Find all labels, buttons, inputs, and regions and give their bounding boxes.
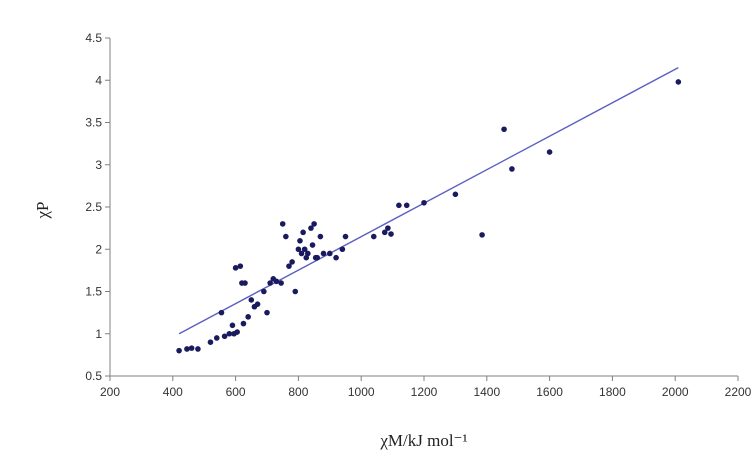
data-point [267,280,273,286]
data-point [381,229,388,236]
data-point [289,259,295,265]
data-point [298,250,305,257]
data-point [308,225,314,231]
x-tick-label: 1200 [411,385,438,399]
data-point [509,166,515,172]
data-point [388,231,394,237]
data-point [452,191,459,198]
data-point [264,309,270,316]
data-point [248,297,255,303]
y-tick-label: 2 [95,242,102,256]
data-point [176,347,182,354]
y-tick-label: 4.5 [85,31,102,45]
data-point [273,278,280,285]
data-point [184,346,190,352]
data-point [305,250,311,257]
data-point [370,233,377,240]
data-point [297,238,303,244]
x-tick-label: 1600 [536,385,563,399]
x-tick-label: 1800 [599,385,626,399]
data-point [207,339,214,346]
data-point [311,221,317,227]
y-tick-label: 0.5 [85,369,102,383]
x-axis-title: χM/kJ mol⁻¹ [379,431,467,450]
data-point [286,263,292,269]
data-point [421,199,427,206]
data-point [342,233,349,240]
y-tick-label: 3.5 [85,116,102,130]
x-tick-label: 200 [100,385,120,399]
data-point [333,254,339,261]
x-tick-label: 400 [163,385,183,399]
data-point [226,330,233,337]
data-point [245,314,251,320]
data-point [339,246,346,253]
data-point [327,250,333,257]
data-point [242,280,248,286]
x-tick-label: 600 [226,385,246,399]
x-tick-label: 1400 [473,385,500,399]
data-point [234,329,240,335]
data-points-group [176,79,682,354]
x-tick-label: 2200 [725,385,752,399]
y-tick-label: 4 [95,73,102,87]
data-point [396,202,402,209]
y-tick-label: 1 [95,327,102,341]
data-point [254,301,261,307]
data-point [195,346,201,352]
data-point [403,202,410,209]
data-point [221,333,228,340]
data-point [675,79,682,85]
y-axis-title: χP [33,202,52,220]
data-point [501,126,507,133]
data-point [240,320,247,327]
data-point [237,263,244,269]
data-point [317,233,324,240]
data-point [292,288,299,295]
x-tick-label: 1000 [348,385,375,399]
data-point [320,250,327,257]
y-tick-label: 2.5 [85,200,102,214]
trendline-group [178,66,679,335]
data-point [261,288,267,295]
data-point [546,149,553,155]
data-point [295,246,302,253]
data-point [301,246,308,253]
data-point [385,225,391,231]
data-point [300,229,306,236]
data-point [188,345,195,351]
y-tick-label: 3 [95,158,102,172]
data-point [314,254,321,261]
data-point [218,309,225,316]
data-point [232,265,239,271]
data-point [303,254,310,261]
x-tick-label: 800 [288,385,308,399]
data-point [309,242,316,248]
y-tick-label: 1.5 [85,285,102,299]
data-point [229,322,236,329]
data-point [479,232,485,238]
data-point [213,335,220,341]
data-point [278,280,284,286]
trendline [178,66,679,335]
data-point [279,221,286,227]
x-tick-group: 200 400 600 800 1000 1200 1400 1600 1800 2000 2200 [100,376,752,399]
x-tick-label: 2000 [662,385,689,399]
data-point [283,233,289,240]
y-tick-group: 0.5 1 1.5 2 2.5 3 3.5 4 4.5 [85,31,110,383]
